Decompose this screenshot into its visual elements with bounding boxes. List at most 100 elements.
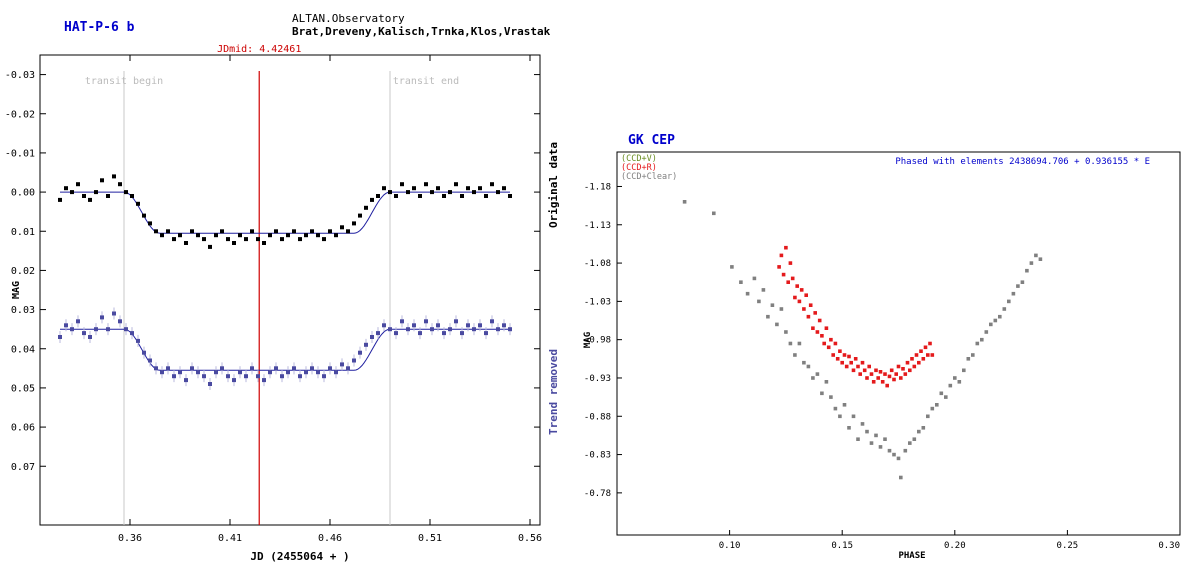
data-point (838, 349, 842, 353)
data-point (752, 276, 757, 281)
y-tick-label: -0.78 (584, 489, 611, 499)
data-point (948, 383, 953, 388)
data-point (883, 372, 887, 376)
data-point (460, 331, 464, 336)
data-point (256, 237, 260, 242)
data-point (418, 331, 422, 336)
data-point (829, 337, 833, 342)
data-point (811, 376, 815, 380)
data-point (878, 445, 883, 449)
data-point (811, 326, 815, 330)
data-point (88, 335, 92, 339)
data-point (250, 366, 254, 371)
x-tick-label: 0.51 (418, 533, 442, 544)
data-point (358, 213, 362, 218)
data-point (865, 429, 869, 434)
data-point (238, 233, 242, 238)
data-point (466, 186, 470, 191)
data-point (376, 331, 380, 336)
data-point (892, 377, 896, 382)
data-point (896, 364, 901, 369)
data-point (887, 374, 892, 379)
data-point (388, 327, 392, 332)
data-point (94, 327, 98, 332)
phase-elements-annotation: Phased with elements 2438694.706 + 0.936… (895, 157, 1150, 167)
data-point (382, 323, 386, 328)
data-point (788, 261, 793, 265)
data-point (919, 349, 923, 353)
y-tick-label: -1.08 (584, 259, 611, 269)
data-point (894, 372, 898, 376)
data-point (172, 237, 176, 242)
data-point (430, 190, 434, 195)
data-point (856, 437, 860, 441)
data-point (820, 334, 824, 338)
data-point (118, 319, 122, 324)
data-point (292, 366, 296, 371)
data-point (842, 353, 847, 357)
data-point (424, 319, 428, 324)
data-point (815, 330, 820, 334)
data-point (930, 406, 935, 411)
data-point (88, 197, 92, 202)
data-point (130, 331, 134, 336)
data-point (394, 331, 398, 336)
data-point (766, 314, 770, 319)
data-point (908, 441, 912, 445)
data-point (310, 229, 314, 234)
data-point (220, 366, 224, 371)
data-point (869, 372, 874, 376)
data-point (926, 414, 930, 419)
data-point (892, 452, 896, 457)
data-point (226, 237, 230, 242)
data-point (989, 322, 993, 327)
x-tick-label: 0.41 (218, 533, 242, 544)
data-point (418, 194, 422, 198)
data-point (860, 422, 865, 426)
y-tick-label: 0.03 (11, 305, 35, 316)
legend-entry-ccd-v: (CCD+V) (621, 154, 657, 164)
data-point (815, 372, 820, 376)
data-point (496, 190, 500, 195)
x-tick-label: 0.36 (118, 533, 142, 544)
x-axis-ticks: 0.36 0.41 0.46 0.51 0.56 (118, 55, 542, 544)
data-point (779, 307, 784, 311)
data-point (268, 370, 272, 375)
data-point (328, 229, 332, 234)
data-point (124, 190, 128, 195)
data-point (840, 360, 844, 365)
data-point (817, 318, 822, 323)
data-point (484, 331, 488, 336)
data-point (94, 190, 98, 195)
x-tick-label: 0.10 (719, 541, 741, 551)
data-point (160, 233, 164, 238)
data-point (280, 237, 284, 242)
y-tick-label: -0.93 (584, 374, 611, 384)
observers-label: Brat,Dreveny,Kalisch,Trnka,Klos,Vrastak (292, 25, 551, 38)
data-point (831, 353, 835, 357)
data-point (903, 372, 908, 376)
data-point (376, 194, 380, 198)
y-tick-label: -0.01 (5, 148, 35, 159)
data-point (322, 374, 326, 379)
data-point (136, 338, 140, 343)
data-point (921, 357, 926, 361)
data-point (148, 358, 152, 363)
data-point (160, 370, 164, 375)
data-point (106, 194, 110, 198)
data-point (232, 378, 236, 383)
data-point (382, 186, 386, 191)
x-axis-label: JD (2455064 + ) (250, 550, 349, 563)
data-point (364, 205, 368, 210)
data-point (842, 403, 847, 407)
series-trend-removed (58, 307, 512, 390)
data-point (917, 360, 921, 365)
data-point (448, 327, 452, 332)
data-point (172, 374, 176, 379)
data-point (910, 357, 914, 361)
x-tick-label: 0.46 (318, 533, 342, 544)
data-point (770, 303, 775, 307)
data-point (508, 327, 512, 332)
chart-gkcep: GK CEP Phased with elements 2438694.706 … (583, 133, 1181, 561)
data-point (1002, 307, 1007, 311)
